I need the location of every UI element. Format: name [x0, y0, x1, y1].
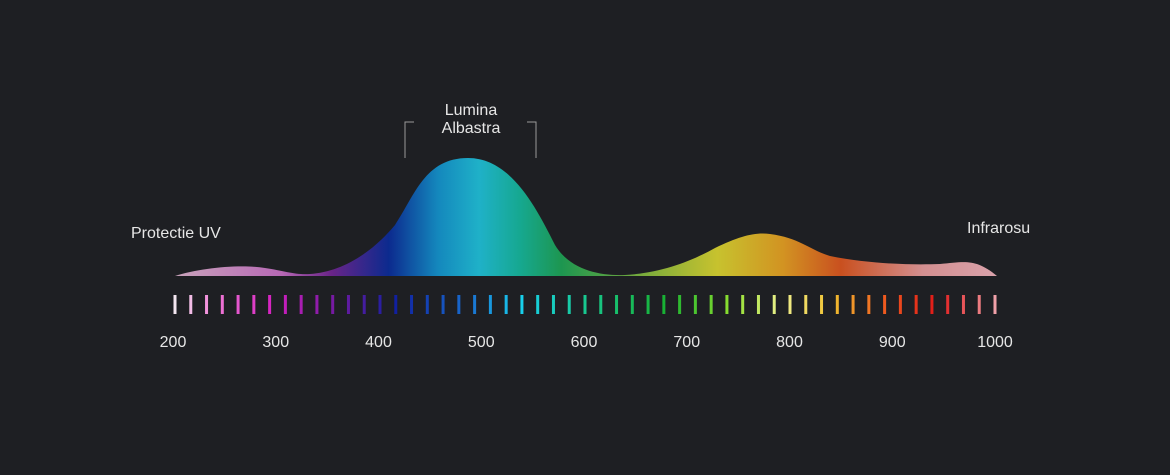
annotation: Infrarosu [967, 220, 1030, 237]
annotation: Lumina [445, 102, 498, 119]
dash [946, 295, 950, 314]
dash [362, 295, 366, 314]
dash [867, 295, 871, 314]
dash [205, 295, 209, 314]
dash [977, 295, 981, 314]
dash [252, 295, 256, 314]
dash [630, 295, 634, 314]
dash [820, 295, 824, 314]
dash [741, 295, 745, 314]
dash [346, 295, 350, 314]
dash [315, 295, 319, 314]
dash [473, 295, 477, 314]
dash [488, 295, 492, 314]
dash [756, 295, 760, 314]
dash [520, 295, 524, 314]
dash [378, 295, 382, 314]
dash [993, 295, 997, 314]
dash [441, 295, 445, 314]
x-tick-label: 700 [673, 334, 700, 351]
bracket [404, 121, 537, 158]
dash [283, 295, 287, 314]
spectrum-dashes [173, 295, 997, 314]
dash [693, 295, 697, 314]
dash [788, 295, 792, 314]
dash [583, 295, 587, 314]
dash [236, 295, 240, 314]
x-tick-label: 500 [468, 334, 495, 351]
dash [268, 295, 272, 314]
dash [725, 295, 729, 314]
x-tick-label: 400 [365, 334, 392, 351]
x-tick-label: 800 [776, 334, 803, 351]
dash [961, 295, 965, 314]
dash [883, 295, 887, 314]
dash [299, 295, 303, 314]
dash [425, 295, 429, 314]
dash [804, 295, 808, 314]
dash [835, 295, 839, 314]
dash [504, 295, 508, 314]
dash [914, 295, 918, 314]
x-tick-label: 300 [262, 334, 289, 351]
dash [220, 295, 224, 314]
dash [410, 295, 414, 314]
dash [678, 295, 682, 314]
x-tick-label: 900 [879, 334, 906, 351]
dash [551, 295, 555, 314]
dash [662, 295, 666, 314]
dash [646, 295, 650, 314]
dash [457, 295, 461, 314]
dash [567, 295, 571, 314]
dash [173, 295, 177, 314]
dash [331, 295, 335, 314]
x-tick-label: 1000 [977, 334, 1013, 351]
dash [772, 295, 776, 314]
dash [615, 295, 619, 314]
dash [709, 295, 713, 314]
dash [930, 295, 934, 314]
dash [536, 295, 540, 314]
dash [851, 295, 855, 314]
x-tick-label: 200 [160, 334, 187, 351]
x-tick-label: 600 [571, 334, 598, 351]
annotation: Albastra [442, 120, 501, 137]
dash [394, 295, 398, 314]
dash [599, 295, 603, 314]
dash [189, 295, 193, 314]
annotation: Protectie UV [131, 225, 221, 242]
spectrum-curve [175, 158, 997, 276]
dash [898, 295, 902, 314]
